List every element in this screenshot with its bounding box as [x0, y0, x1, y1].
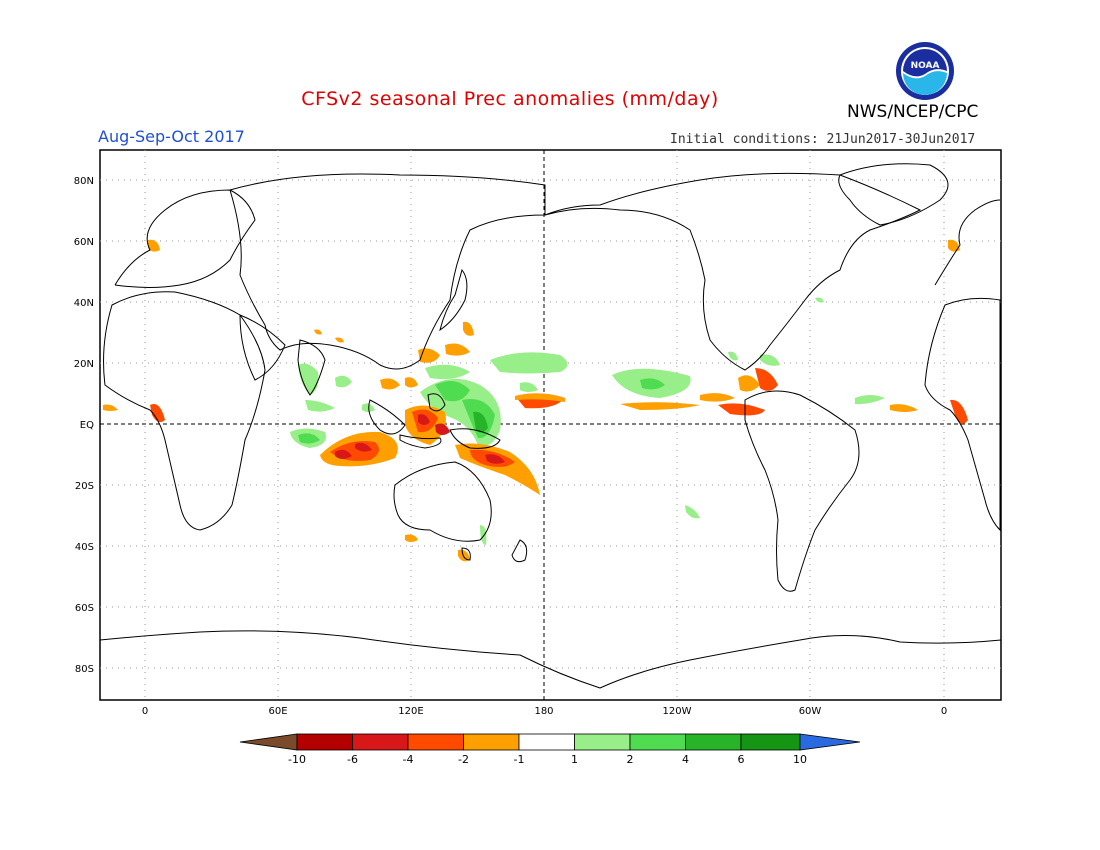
- organization-label: NWS/NCEP/CPC: [847, 102, 979, 122]
- colorbar-segment: [685, 733, 742, 751]
- lat-label: 60N: [74, 237, 94, 248]
- lon-label: 0: [142, 706, 148, 717]
- longitude-labels: 0 60E 120E 180 120W 60W 0: [142, 706, 947, 717]
- colorbar-segment: [629, 733, 686, 751]
- colorbar-labels: -10 -6 -4 -2 -1 1 2 4 6 10: [288, 753, 807, 766]
- colorbar-segment: [239, 733, 298, 751]
- colorbar-label: -6: [347, 753, 358, 766]
- initial-conditions: Initial conditions: 21Jun2017-30Jun2017: [670, 132, 976, 147]
- colorbar-segment: [407, 733, 464, 751]
- lon-label: 180: [534, 706, 553, 717]
- noaa-logo-text: NOAA: [911, 61, 940, 71]
- lon-label: 0: [941, 706, 947, 717]
- latitude-labels: 80N 60N 40N 20N EQ 20S 40S 60S 80S: [74, 176, 94, 675]
- map-frame: [99, 149, 1002, 701]
- colorbar-label: -10: [288, 753, 306, 766]
- colorbar-label: -4: [403, 753, 414, 766]
- colorbar-label: -2: [458, 753, 469, 766]
- graticule: [100, 150, 1001, 700]
- equator-dateline: [100, 150, 1001, 700]
- chart-title: CFSv2 seasonal Prec anomalies (mm/day): [301, 88, 719, 110]
- colorbar-label: 10: [793, 753, 807, 766]
- anomaly-shading: [103, 239, 968, 562]
- colorbar-label: -1: [514, 753, 525, 766]
- lat-label: 20S: [75, 481, 94, 492]
- colorbar-label: 4: [682, 753, 689, 766]
- colorbar-segment: [296, 733, 353, 751]
- lon-label: 120E: [398, 706, 423, 717]
- noaa-logo: NOAA: [896, 42, 954, 100]
- colorbar-segment: [740, 733, 801, 751]
- lon-label: 120W: [663, 706, 692, 717]
- season-period: Aug-Sep-Oct 2017: [98, 127, 245, 146]
- lon-label: 60E: [268, 706, 287, 717]
- colorbar: [239, 733, 861, 751]
- lat-label: 40S: [75, 542, 94, 553]
- colorbar-segment: [799, 733, 861, 751]
- colorbar-segment: [574, 733, 631, 751]
- colorbar-segment: [518, 733, 575, 751]
- colorbar-segment: [352, 733, 409, 751]
- colorbar-label: 6: [738, 753, 745, 766]
- lat-label: EQ: [80, 420, 94, 431]
- lat-label: 20N: [74, 359, 94, 370]
- lon-label: 60W: [799, 706, 822, 717]
- lat-label: 80N: [74, 176, 94, 187]
- lat-label: 60S: [75, 603, 94, 614]
- colorbar-label: 2: [627, 753, 634, 766]
- colorbar-segment: [463, 733, 520, 751]
- lat-label: 40N: [74, 298, 94, 309]
- coastlines: [99, 163, 1002, 689]
- lat-label: 80S: [75, 664, 94, 675]
- colorbar-label: 1: [571, 753, 578, 766]
